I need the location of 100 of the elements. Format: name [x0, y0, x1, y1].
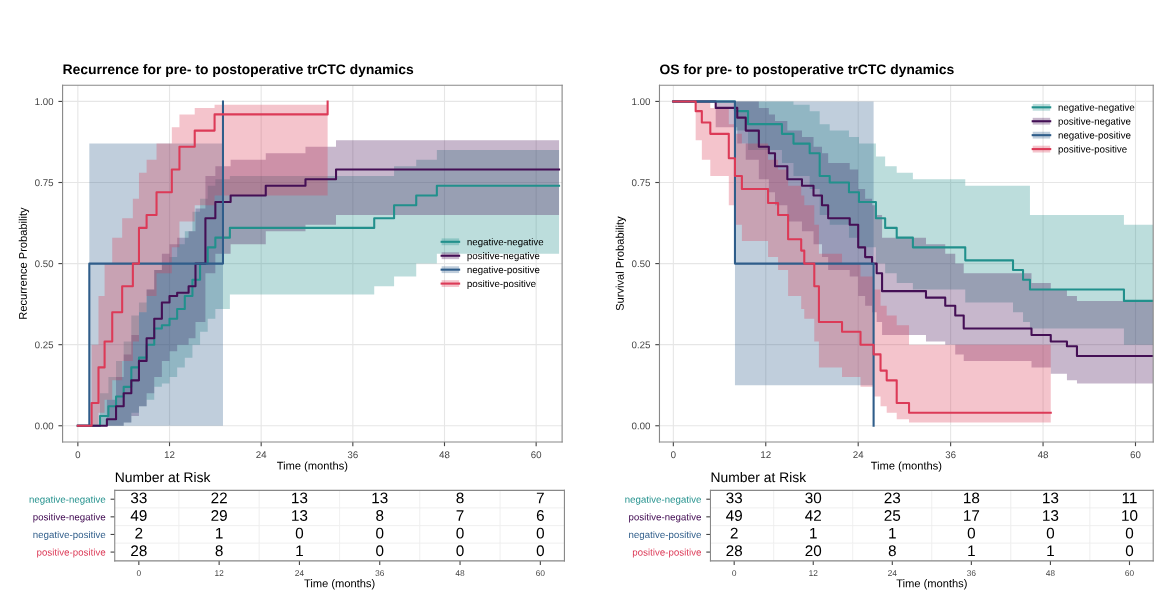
- x-axis-title: Time (months): [304, 579, 375, 590]
- y-tick-label: 0.75: [35, 179, 54, 187]
- legend-label: positive-positive: [1058, 145, 1127, 155]
- x-axis-title: Time (months): [896, 579, 967, 590]
- x-tick-label: 0: [671, 451, 676, 459]
- data-label: 8: [456, 492, 464, 504]
- data-label: 2: [135, 527, 143, 539]
- y-tick-label: positive-positive: [37, 548, 106, 558]
- data-label: 0: [536, 545, 544, 557]
- y-tick-label: negative-positive: [33, 530, 106, 540]
- legend-label: negative-negative: [1058, 103, 1135, 113]
- y-tick-label: 0.50: [35, 260, 54, 268]
- data-label: 13: [292, 510, 308, 521]
- x-tick-label: 36: [347, 451, 358, 459]
- x-tick-label: 36: [945, 451, 956, 459]
- data-label: 1: [968, 545, 975, 557]
- x-tick-label: 36: [967, 570, 976, 577]
- x-tick-label: 60: [531, 451, 542, 459]
- data-label: 1: [1047, 545, 1054, 557]
- y-tick-label: positive-positive: [632, 548, 702, 558]
- legend-label: positive-positive: [467, 279, 536, 290]
- data-label: 2: [730, 527, 738, 539]
- y-tick-label: negative-positive: [629, 530, 702, 540]
- data-label: 20: [805, 545, 822, 557]
- y-tick-label: negative-negative: [625, 495, 702, 505]
- chart-title: Number at Risk: [115, 472, 211, 483]
- data-label: 28: [131, 545, 147, 557]
- chart-title: Recurrence for pre- to postoperative trCTC dynamics: [63, 64, 414, 77]
- data-label: 13: [292, 492, 308, 504]
- data-label: 7: [536, 492, 544, 504]
- y-tick-label: 0.50: [631, 260, 651, 268]
- data-label: 0: [376, 527, 384, 539]
- y-axis-title: Survival Probability: [615, 216, 626, 311]
- data-label: 0: [967, 527, 976, 539]
- x-axis-title: Time (months): [870, 461, 942, 472]
- data-label: 10: [1122, 510, 1138, 521]
- data-label: 1: [296, 545, 303, 557]
- x-tick-label: 24: [295, 570, 304, 576]
- y-tick-label: negative-negative: [29, 495, 106, 505]
- legend-label: negative-positive: [1058, 131, 1131, 141]
- data-label: 18: [964, 492, 980, 504]
- x-tick-label: 12: [164, 451, 175, 459]
- data-label: 30: [805, 492, 822, 504]
- x-tick-label: 48: [1037, 451, 1049, 459]
- y-axis-title: Recurrence Probability: [18, 207, 30, 319]
- y-tick-label: 1.00: [35, 98, 54, 106]
- data-label: 6: [536, 510, 544, 521]
- x-tick-label: 60: [1125, 570, 1134, 577]
- y-tick-label: positive-negative: [629, 513, 702, 523]
- chart-title: OS for pre- to postoperative trCTC dynamics: [660, 64, 954, 77]
- data-label: 11: [1122, 492, 1137, 504]
- x-tick-label: 12: [809, 570, 818, 576]
- data-label: 17: [964, 510, 980, 521]
- x-tick-label: 0: [136, 570, 141, 577]
- data-label: 8: [215, 545, 223, 557]
- x-tick-label: 12: [761, 451, 771, 459]
- data-label: 0: [376, 545, 384, 557]
- data-label: 28: [726, 545, 743, 557]
- x-tick-label: 48: [455, 570, 465, 577]
- y-tick-label: 0.00: [35, 422, 54, 430]
- x-tick-label: 24: [256, 451, 267, 459]
- data-label: 33: [726, 492, 743, 504]
- legend-label: negative-positive: [467, 266, 540, 276]
- data-label: 0: [456, 545, 464, 557]
- x-tick-label: 36: [375, 570, 385, 577]
- data-label: 0: [1046, 527, 1055, 539]
- chart-title: Number at Risk: [711, 472, 807, 483]
- data-label: 8: [888, 545, 896, 557]
- data-label: 49: [130, 510, 147, 521]
- data-label: 7: [456, 510, 464, 521]
- data-label: 1: [810, 527, 817, 539]
- x-tick-label: 24: [888, 570, 897, 576]
- data-label: 42: [805, 510, 821, 521]
- y-tick-label: positive-negative: [33, 513, 106, 523]
- x-tick-label: 60: [1130, 451, 1141, 459]
- x-tick-label: 0: [732, 570, 737, 577]
- y-tick-label: 1.00: [632, 98, 651, 106]
- data-label: 13: [372, 492, 388, 504]
- data-label: 23: [884, 492, 901, 504]
- x-axis-title: Time (months): [277, 461, 348, 472]
- x-tick-label: 0: [75, 451, 81, 459]
- data-label: 49: [726, 510, 742, 521]
- x-tick-label: 48: [439, 451, 450, 459]
- legend-label: positive-negative: [1058, 117, 1131, 127]
- legend-label: positive-negative: [467, 252, 540, 262]
- x-tick-label: 24: [853, 451, 864, 459]
- y-tick-label: 0.00: [631, 422, 651, 430]
- data-label: 29: [211, 510, 227, 521]
- data-label: 0: [295, 527, 304, 539]
- data-label: 0: [1125, 545, 1134, 557]
- data-label: 13: [1043, 510, 1059, 521]
- data-label: 8: [376, 510, 384, 521]
- data-label: 33: [130, 492, 147, 504]
- y-tick-label: 0.25: [631, 341, 651, 349]
- data-label: 25: [884, 510, 901, 521]
- data-label: 0: [536, 527, 544, 539]
- data-label: 13: [1043, 492, 1059, 504]
- data-label: 0: [456, 527, 464, 539]
- y-tick-label: 0.25: [35, 341, 54, 349]
- data-label: 0: [1125, 527, 1134, 539]
